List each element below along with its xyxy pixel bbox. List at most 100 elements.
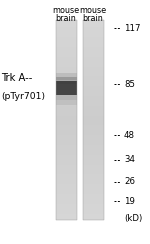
Bar bbox=[56, 87, 76, 88]
Bar bbox=[82, 70, 103, 71]
Bar bbox=[56, 140, 76, 141]
Bar bbox=[56, 53, 76, 54]
Bar bbox=[82, 148, 103, 149]
Bar bbox=[56, 86, 76, 87]
Bar bbox=[82, 153, 103, 155]
Text: 34: 34 bbox=[124, 155, 135, 164]
Bar bbox=[82, 30, 103, 31]
Bar bbox=[56, 77, 76, 84]
Bar bbox=[82, 146, 103, 147]
Bar bbox=[82, 192, 103, 193]
Bar bbox=[56, 51, 76, 52]
Bar bbox=[56, 104, 76, 106]
Bar bbox=[56, 202, 76, 203]
Bar bbox=[82, 163, 103, 164]
Bar bbox=[56, 34, 76, 36]
Bar bbox=[82, 62, 103, 63]
Bar bbox=[56, 36, 76, 37]
Bar bbox=[56, 97, 76, 98]
Bar bbox=[56, 109, 76, 110]
Bar bbox=[82, 114, 103, 116]
Bar bbox=[56, 216, 76, 217]
Bar bbox=[82, 204, 103, 206]
Bar bbox=[56, 108, 76, 109]
Bar bbox=[82, 57, 103, 58]
Bar bbox=[82, 82, 103, 83]
Bar bbox=[56, 91, 76, 92]
Bar bbox=[82, 60, 103, 61]
Bar bbox=[82, 181, 103, 182]
Bar bbox=[56, 136, 76, 137]
Bar bbox=[56, 118, 76, 119]
Bar bbox=[56, 160, 76, 161]
Bar bbox=[56, 179, 76, 180]
Bar bbox=[82, 91, 103, 92]
Bar bbox=[82, 119, 103, 120]
Bar bbox=[82, 110, 103, 111]
Bar bbox=[56, 95, 76, 100]
Bar bbox=[56, 156, 76, 157]
Bar bbox=[56, 128, 76, 129]
Bar bbox=[82, 42, 103, 43]
Bar bbox=[82, 106, 103, 107]
Bar bbox=[82, 171, 103, 172]
Bar bbox=[56, 119, 76, 120]
Bar bbox=[82, 144, 103, 146]
Bar bbox=[56, 193, 76, 195]
Bar bbox=[56, 99, 76, 100]
Bar bbox=[82, 33, 103, 34]
Bar bbox=[56, 209, 76, 210]
Bar bbox=[56, 110, 76, 111]
Bar bbox=[82, 44, 103, 46]
Bar bbox=[56, 162, 76, 163]
Bar bbox=[82, 151, 103, 152]
Bar bbox=[82, 188, 103, 189]
Bar bbox=[82, 136, 103, 137]
Bar bbox=[82, 49, 103, 50]
Bar bbox=[56, 218, 76, 219]
Bar bbox=[56, 26, 76, 27]
Bar bbox=[82, 97, 103, 98]
Bar bbox=[56, 31, 76, 32]
Bar bbox=[82, 108, 103, 109]
Bar bbox=[56, 27, 76, 28]
Bar bbox=[82, 36, 103, 37]
Bar bbox=[56, 131, 76, 132]
Bar bbox=[82, 210, 103, 211]
Bar bbox=[82, 58, 103, 59]
Bar bbox=[56, 113, 76, 114]
Bar bbox=[56, 201, 76, 202]
Bar bbox=[56, 130, 76, 131]
Bar bbox=[82, 162, 103, 163]
Bar bbox=[82, 126, 103, 127]
Bar bbox=[82, 164, 103, 166]
Bar bbox=[82, 52, 103, 53]
Bar bbox=[56, 57, 76, 58]
Bar bbox=[82, 113, 103, 114]
Text: mouse: mouse bbox=[52, 6, 80, 15]
Bar bbox=[56, 84, 76, 86]
Bar bbox=[56, 75, 76, 76]
Bar bbox=[56, 159, 76, 160]
Bar bbox=[56, 169, 76, 170]
Bar bbox=[82, 104, 103, 106]
Bar bbox=[56, 211, 76, 212]
Bar bbox=[56, 63, 76, 64]
Bar bbox=[82, 96, 103, 97]
Bar bbox=[82, 129, 103, 130]
Bar bbox=[82, 123, 103, 124]
Bar bbox=[82, 56, 103, 57]
Bar bbox=[56, 171, 76, 172]
Bar bbox=[82, 72, 103, 73]
Bar bbox=[56, 78, 76, 79]
Bar bbox=[82, 150, 103, 151]
Bar bbox=[82, 190, 103, 191]
Bar bbox=[56, 164, 76, 166]
Bar bbox=[82, 120, 103, 121]
Bar bbox=[82, 199, 103, 200]
Bar bbox=[82, 43, 103, 45]
Bar bbox=[82, 81, 103, 82]
Bar bbox=[82, 138, 103, 139]
Bar bbox=[56, 204, 76, 206]
Bar bbox=[82, 182, 103, 183]
